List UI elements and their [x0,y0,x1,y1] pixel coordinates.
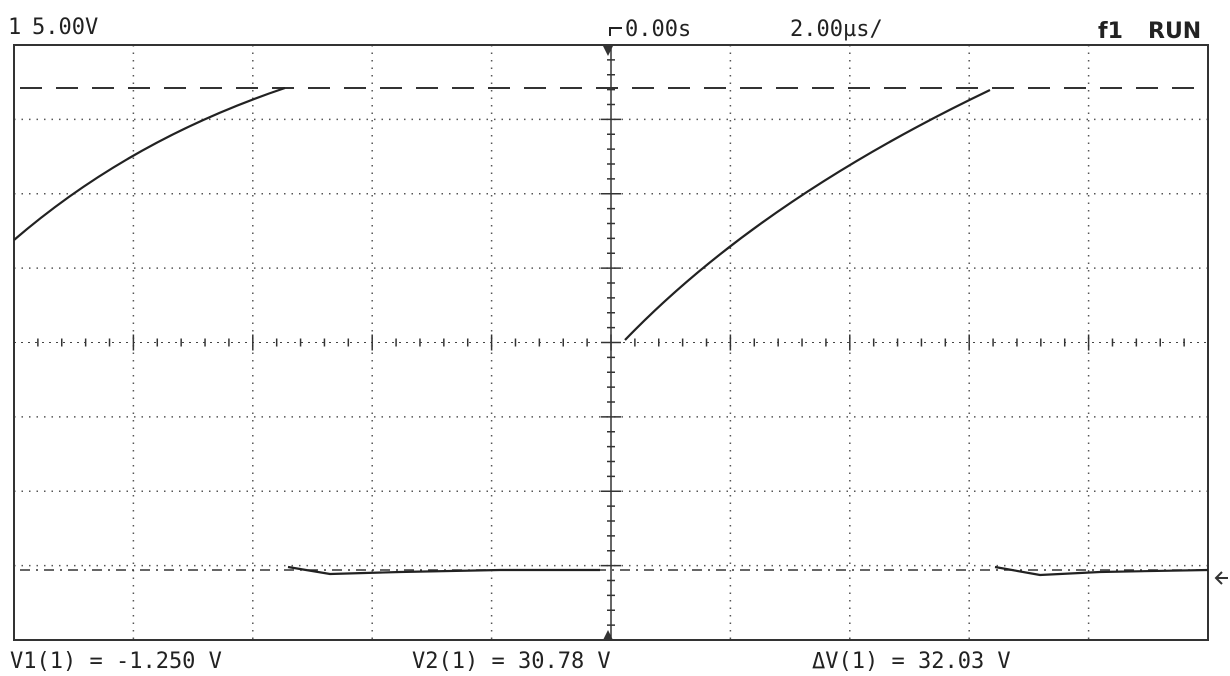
trace-rise-2 [625,90,990,340]
run-status: RUN [1148,19,1201,44]
trigger-source: f1 [1098,19,1123,44]
scope-screen: 1 5.00V 0.00s 2.00µs/ f1 RUN V1(1) = -1.… [0,0,1230,676]
ground-marker [1216,572,1228,584]
trace-rise-1 [14,88,285,240]
measurement: V2(1) = 30.78 V [412,649,611,674]
channel-number: 1 [8,15,21,40]
trace-low-2 [995,567,1208,575]
measurement: V1(1) = -1.250 V [10,649,222,674]
time-offset: 0.00s [625,17,691,42]
delay-icon [610,28,622,36]
timebase: 2.00µs/ [790,17,883,42]
graticule [14,45,1208,640]
volts-per-div: 5.00V [32,15,98,40]
measurement: ΔV(1) = 32.03 V [812,649,1011,674]
